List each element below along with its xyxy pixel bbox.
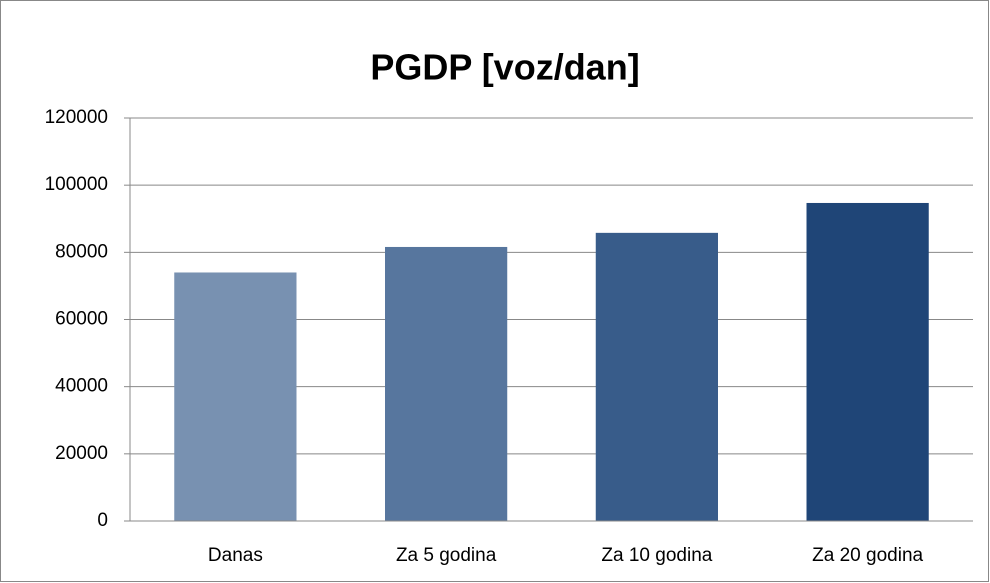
x-tick-label: Za 5 godina [396, 545, 497, 566]
bar [174, 272, 297, 521]
bar [385, 246, 508, 521]
chart-title: PGDP [voz/dan] [370, 47, 639, 88]
bar [806, 202, 929, 522]
y-tick-label: 40000 [55, 376, 108, 397]
y-tick-label: 80000 [55, 241, 108, 262]
y-tick-label: 0 [97, 510, 108, 531]
y-tick-label: 60000 [55, 309, 108, 330]
y-tick-label: 100000 [45, 174, 108, 195]
bar [595, 232, 718, 522]
x-tick-label: Za 20 godina [812, 545, 923, 566]
x-tick-label: Danas [208, 545, 263, 566]
y-tick-label: 20000 [55, 443, 108, 464]
x-tick-label: Za 10 godina [601, 545, 712, 566]
y-tick-label: 120000 [45, 107, 108, 128]
